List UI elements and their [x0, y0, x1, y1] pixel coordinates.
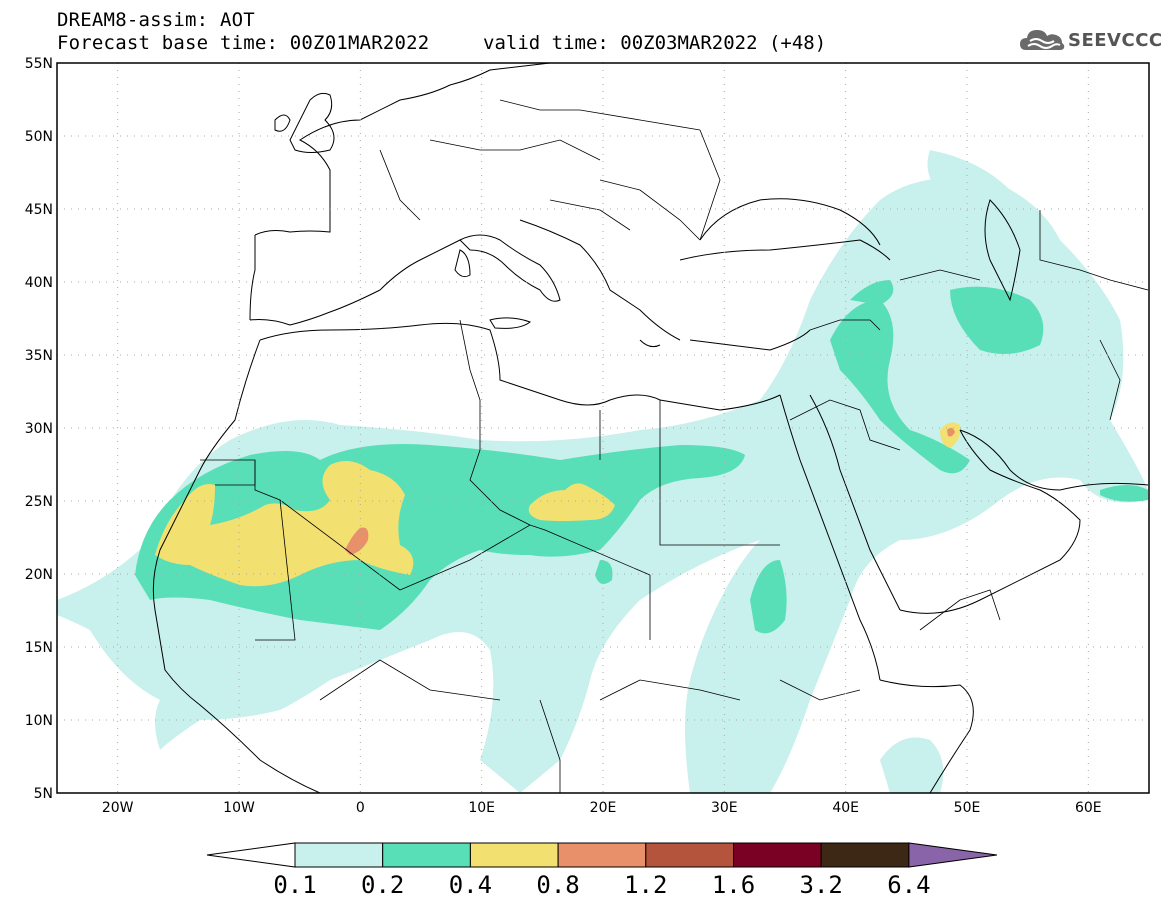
colorbar-swatch	[557, 842, 647, 868]
lat-label: 25N	[25, 494, 53, 510]
colorbar-max-arrow	[908, 842, 997, 868]
logo-text: SEEVCCC	[1068, 30, 1163, 51]
colorbar-min-arrow	[206, 842, 296, 868]
map-frame	[56, 62, 1150, 794]
borders	[200, 99, 1149, 793]
colorbar-level-label: 6.4	[887, 871, 930, 899]
colorbar-labels: 0.1 0.2 0.4 0.8 1.2 1.6 3.2 6.4	[273, 871, 930, 899]
coastlines	[152, 63, 1149, 793]
lon-label: 10W	[223, 800, 255, 816]
colorbar-swatch	[469, 842, 559, 868]
colorbar-swatch	[294, 842, 384, 868]
lat-label: 55N	[25, 56, 53, 72]
colorbar-level-label: 0.2	[361, 871, 404, 899]
colorbar-swatch	[382, 842, 471, 868]
lon-label: 40E	[832, 800, 859, 816]
forecast-base-time: Forecast base time: 00Z01MAR2022	[57, 32, 430, 54]
valid-time: valid time: 00Z03MAR2022 (+48)	[483, 32, 827, 54]
aot-layer-0.8	[345, 427, 955, 555]
latitude-labels: 55N 50N 45N 40N 35N 30N 25N 20N 15N 10N 5N	[25, 56, 53, 802]
map-title: DREAM8-assim: AOT	[57, 9, 255, 31]
longitude-labels: 20W 10W 0 10E 20E 30E 40E 50E 60E	[102, 800, 1102, 816]
map-contents	[57, 63, 1149, 793]
lat-label: 10N	[25, 713, 53, 729]
colorbar-swatch	[645, 842, 734, 868]
lat-label: 20N	[25, 567, 53, 583]
colorbar-level-label: 1.2	[624, 871, 667, 899]
colorbar-level-label: 3.2	[800, 871, 843, 899]
colorbar-level-label: 0.4	[449, 871, 492, 899]
colorbar-level-label: 0.8	[536, 871, 579, 899]
lat-label: 35N	[25, 348, 53, 364]
cloud-icon	[1020, 30, 1065, 50]
lon-label: 20E	[590, 800, 617, 816]
lon-label: 0	[356, 800, 365, 816]
lat-label: 30N	[25, 421, 53, 437]
colorbar-swatch	[820, 842, 910, 868]
lat-label: 45N	[25, 202, 53, 218]
lon-label: 10E	[468, 800, 495, 816]
lon-label: 60E	[1075, 800, 1102, 816]
lon-label: 30E	[711, 800, 738, 816]
seevccc-logo: SEEVCCC	[1018, 24, 1162, 56]
colorbar-level-label: 0.1	[273, 871, 316, 899]
lat-label: 50N	[25, 129, 53, 145]
lon-label: 20W	[102, 800, 134, 816]
lat-label: 15N	[25, 640, 53, 656]
colorbar-level-label: 1.6	[712, 871, 755, 899]
lon-label: 50E	[954, 800, 981, 816]
lat-label: 5N	[34, 786, 53, 802]
colorbar-swatch	[733, 842, 822, 868]
lat-label: 40N	[25, 275, 53, 291]
